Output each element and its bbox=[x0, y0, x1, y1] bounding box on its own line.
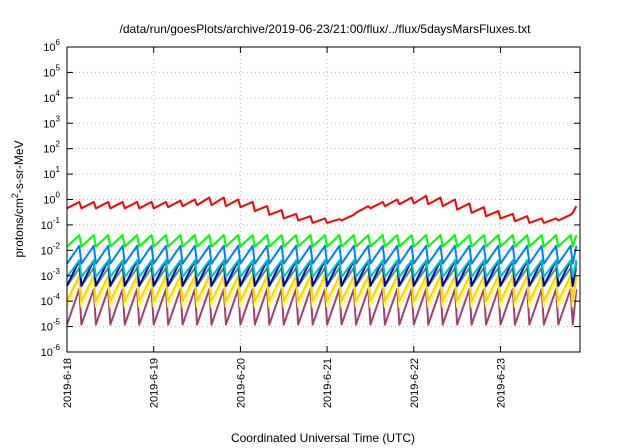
y-tick-label-base: 10 bbox=[41, 220, 53, 232]
y-axis-title-rest: -s-sr-MeV bbox=[12, 140, 26, 193]
y-tick-label: 10-1 bbox=[41, 216, 61, 232]
y-tick-label: 10-5 bbox=[41, 318, 61, 334]
y-tick-label: 10-4 bbox=[41, 292, 61, 308]
y-tick-label: 10-6 bbox=[41, 343, 61, 359]
y-tick-label-exp: -5 bbox=[53, 318, 61, 327]
x-tick-label: 2019-6-21 bbox=[322, 358, 334, 408]
y-tick-label: 10-2 bbox=[41, 241, 61, 257]
y-tick-label: 102 bbox=[43, 140, 60, 156]
y-tick-label-base: 10 bbox=[41, 296, 53, 308]
grid bbox=[67, 47, 580, 352]
y-tick-label-base: 10 bbox=[41, 347, 53, 359]
y-tick-label-base: 10 bbox=[41, 245, 53, 257]
y-axis-title-sup: 2 bbox=[10, 193, 20, 198]
y-tick-label-exp: 6 bbox=[56, 38, 61, 47]
x-axis: 2019-6-18 2019-6-19 2019-6-20 2019-6-21 2019… bbox=[62, 47, 508, 408]
y-tick-label: 101 bbox=[43, 165, 60, 181]
x-axis-title: Coordinated Universal Time (UTC) bbox=[231, 431, 415, 445]
y-tick-label-base: 10 bbox=[43, 169, 55, 181]
y-tick-label-base: 10 bbox=[43, 42, 55, 54]
y-tick-label: 10-3 bbox=[41, 267, 61, 283]
y-tick-label-exp: 2 bbox=[56, 140, 61, 149]
series-line-4 bbox=[66, 259, 578, 278]
y-axis: 10-610-510-410-310-210-11001011021031041… bbox=[41, 38, 580, 359]
y-tick-label: 104 bbox=[43, 89, 60, 105]
y-tick-label-base: 10 bbox=[43, 144, 55, 156]
x-tick-label: 2019-6-23 bbox=[496, 358, 508, 408]
y-tick-label-exp: -4 bbox=[53, 292, 61, 301]
series-line-2 bbox=[66, 234, 578, 248]
x-tick-label: 2019-6-22 bbox=[409, 358, 421, 408]
y-tick-label: 106 bbox=[43, 38, 60, 54]
y-tick-label: 100 bbox=[43, 191, 60, 207]
y-tick-label-exp: 3 bbox=[56, 114, 61, 123]
y-tick-label-exp: -1 bbox=[53, 216, 61, 225]
y-tick-label: 105 bbox=[43, 63, 60, 79]
y-axis-title: protons/cm2-s-sr-MeV bbox=[10, 140, 26, 257]
y-tick-label-exp: -6 bbox=[53, 343, 61, 352]
y-tick-label-exp: 1 bbox=[56, 165, 61, 174]
x-tick-label: 2019-6-18 bbox=[62, 358, 74, 408]
x-tick-label: 2019-6-19 bbox=[149, 358, 161, 408]
series-line-7 bbox=[66, 274, 578, 303]
y-tick-label-exp: 4 bbox=[56, 89, 61, 98]
y-tick-label-base: 10 bbox=[43, 195, 55, 207]
y-tick-label-exp: -3 bbox=[53, 267, 61, 276]
y-tick-label: 103 bbox=[43, 114, 60, 130]
y-tick-label-exp: 5 bbox=[56, 63, 61, 72]
y-tick-label-base: 10 bbox=[41, 322, 53, 334]
y-axis-title-base: protons/cm bbox=[12, 198, 26, 257]
y-tick-label-base: 10 bbox=[43, 67, 55, 79]
y-tick-label-exp: -2 bbox=[53, 241, 61, 250]
y-tick-label-base: 10 bbox=[43, 93, 55, 105]
y-tick-label-base: 10 bbox=[43, 118, 55, 130]
series-layer bbox=[66, 194, 578, 326]
y-tick-label-base: 10 bbox=[41, 271, 53, 283]
series-line-1 bbox=[66, 194, 578, 224]
y-tick-label-exp: 0 bbox=[56, 191, 61, 200]
x-tick-label: 2019-6-20 bbox=[235, 358, 247, 408]
chart-title: /data/run/goesPlots/archive/2019-06-23/2… bbox=[120, 22, 532, 36]
series-line-3 bbox=[66, 244, 578, 265]
